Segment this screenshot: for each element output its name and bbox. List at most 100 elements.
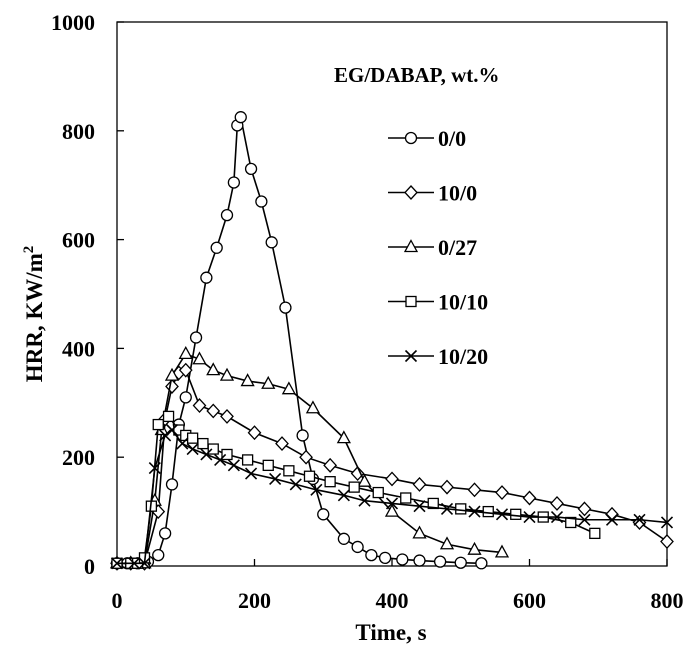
y-tick-label: 1000 [51, 10, 95, 35]
legend-label: 0/27 [438, 235, 477, 260]
legend-label: 10/0 [438, 181, 477, 206]
legend-marker [403, 239, 419, 253]
data-point [179, 391, 192, 404]
data-point [385, 497, 399, 510]
x-tick-label: 400 [376, 588, 409, 613]
y-tick-label: 200 [62, 445, 95, 470]
y-tick-label: 0 [84, 554, 95, 579]
data-point [200, 271, 213, 284]
legend-label: 10/10 [438, 290, 488, 315]
data-point [633, 513, 646, 526]
data-point [510, 508, 522, 520]
data-point [296, 429, 309, 442]
data-point [324, 476, 336, 488]
data-point [396, 553, 409, 566]
data-point [265, 236, 278, 249]
data-point [577, 501, 592, 517]
x-axis-ticks: 0 200 400 600 800 [112, 559, 684, 613]
series-line [117, 415, 596, 565]
data-point [337, 532, 351, 545]
data-point [152, 548, 165, 562]
data-point [178, 345, 193, 359]
data-point [495, 508, 509, 521]
data-point [164, 367, 180, 381]
data-point [165, 478, 179, 491]
data-point [255, 195, 268, 208]
series-10-20 [110, 423, 674, 570]
legend-marker [404, 185, 418, 200]
data-point [262, 459, 274, 472]
data-point [385, 471, 399, 487]
data-point [283, 465, 295, 477]
data-point [221, 448, 233, 461]
data-point [433, 555, 447, 568]
data-point [632, 515, 647, 530]
data-point [178, 362, 193, 378]
y-tick-label: 600 [62, 228, 95, 253]
series-line [117, 428, 668, 565]
data-point [152, 418, 164, 431]
legend-item: 0/0 [388, 126, 466, 151]
series-layer [109, 111, 674, 571]
y-axis-title-main: HRR, KW/m [22, 253, 47, 382]
data-point [495, 485, 509, 501]
data-point [565, 516, 577, 529]
data-point [200, 448, 213, 461]
data-point [227, 176, 241, 189]
x-axis-title: Time, s [355, 620, 426, 645]
legend-item: 0/27 [388, 235, 477, 260]
legend-marker [405, 295, 417, 308]
data-point [207, 443, 219, 455]
data-point [358, 494, 371, 507]
data-point [110, 557, 124, 570]
data-point [365, 548, 378, 562]
data-point [550, 510, 564, 524]
data-point [337, 489, 350, 502]
data-point [206, 362, 221, 376]
data-point [299, 449, 313, 465]
legend-item: 10/20 [388, 344, 488, 369]
data-point [303, 470, 316, 482]
y-tick-label: 800 [62, 119, 95, 144]
data-point [372, 486, 384, 499]
data-point [589, 527, 601, 540]
data-point [275, 436, 289, 452]
data-point [467, 541, 482, 555]
data-point [413, 554, 426, 567]
legend-label: 0/0 [438, 126, 466, 151]
y-tick-label: 400 [62, 336, 95, 361]
data-point [494, 544, 510, 558]
data-point [186, 432, 199, 444]
data-point [289, 478, 302, 491]
data-point [378, 551, 392, 564]
data-point [348, 481, 360, 493]
x-tick-label: 0 [112, 588, 123, 613]
data-point [244, 162, 258, 176]
data-point [165, 423, 179, 437]
data-point [357, 473, 372, 487]
data-point [439, 536, 455, 550]
data-point [241, 454, 254, 466]
data-point [455, 503, 467, 515]
data-point [323, 457, 338, 473]
data-point [165, 379, 179, 394]
data-point [159, 429, 172, 442]
data-point [186, 442, 199, 456]
x-tick-label: 600 [513, 588, 546, 613]
x-tick-label: 200 [238, 588, 271, 613]
data-point [305, 400, 321, 414]
y-axis-title-superscript: 2 [21, 246, 37, 254]
data-point [138, 557, 151, 570]
y-axis-title: HRR, KW/m2 [21, 246, 47, 383]
data-point [210, 241, 223, 254]
data-point [176, 437, 189, 450]
data-point [192, 398, 207, 413]
data-point [550, 495, 564, 511]
data-point [214, 453, 227, 466]
legend-item: 10/0 [388, 181, 477, 206]
data-point [227, 459, 240, 472]
data-point [605, 513, 619, 526]
data-point [384, 503, 400, 517]
y-axis-ticks: 0 200 400 600 800 1000 [51, 10, 124, 579]
legend-item: 10/10 [388, 290, 488, 315]
